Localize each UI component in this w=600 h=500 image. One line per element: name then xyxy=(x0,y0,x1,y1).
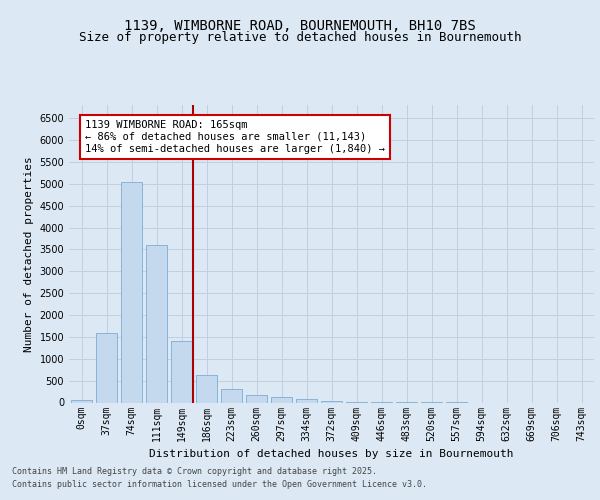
Y-axis label: Number of detached properties: Number of detached properties xyxy=(24,156,34,352)
Text: 1139 WIMBORNE ROAD: 165sqm
← 86% of detached houses are smaller (11,143)
14% of : 1139 WIMBORNE ROAD: 165sqm ← 86% of deta… xyxy=(85,120,385,154)
X-axis label: Distribution of detached houses by size in Bournemouth: Distribution of detached houses by size … xyxy=(149,449,514,459)
Text: Contains HM Land Registry data © Crown copyright and database right 2025.: Contains HM Land Registry data © Crown c… xyxy=(12,467,377,476)
Text: Size of property relative to detached houses in Bournemouth: Size of property relative to detached ho… xyxy=(79,32,521,44)
Bar xyxy=(221,390,242,402)
Bar xyxy=(296,399,317,402)
Bar xyxy=(246,395,267,402)
Bar xyxy=(121,182,142,402)
Text: 1139, WIMBORNE ROAD, BOURNEMOUTH, BH10 7BS: 1139, WIMBORNE ROAD, BOURNEMOUTH, BH10 7… xyxy=(124,19,476,33)
Bar xyxy=(146,245,167,402)
Bar xyxy=(171,341,192,402)
Bar xyxy=(321,401,342,402)
Bar xyxy=(96,332,117,402)
Bar xyxy=(71,400,92,402)
Bar xyxy=(196,375,217,402)
Bar xyxy=(271,397,292,402)
Text: Contains public sector information licensed under the Open Government Licence v3: Contains public sector information licen… xyxy=(12,480,427,489)
